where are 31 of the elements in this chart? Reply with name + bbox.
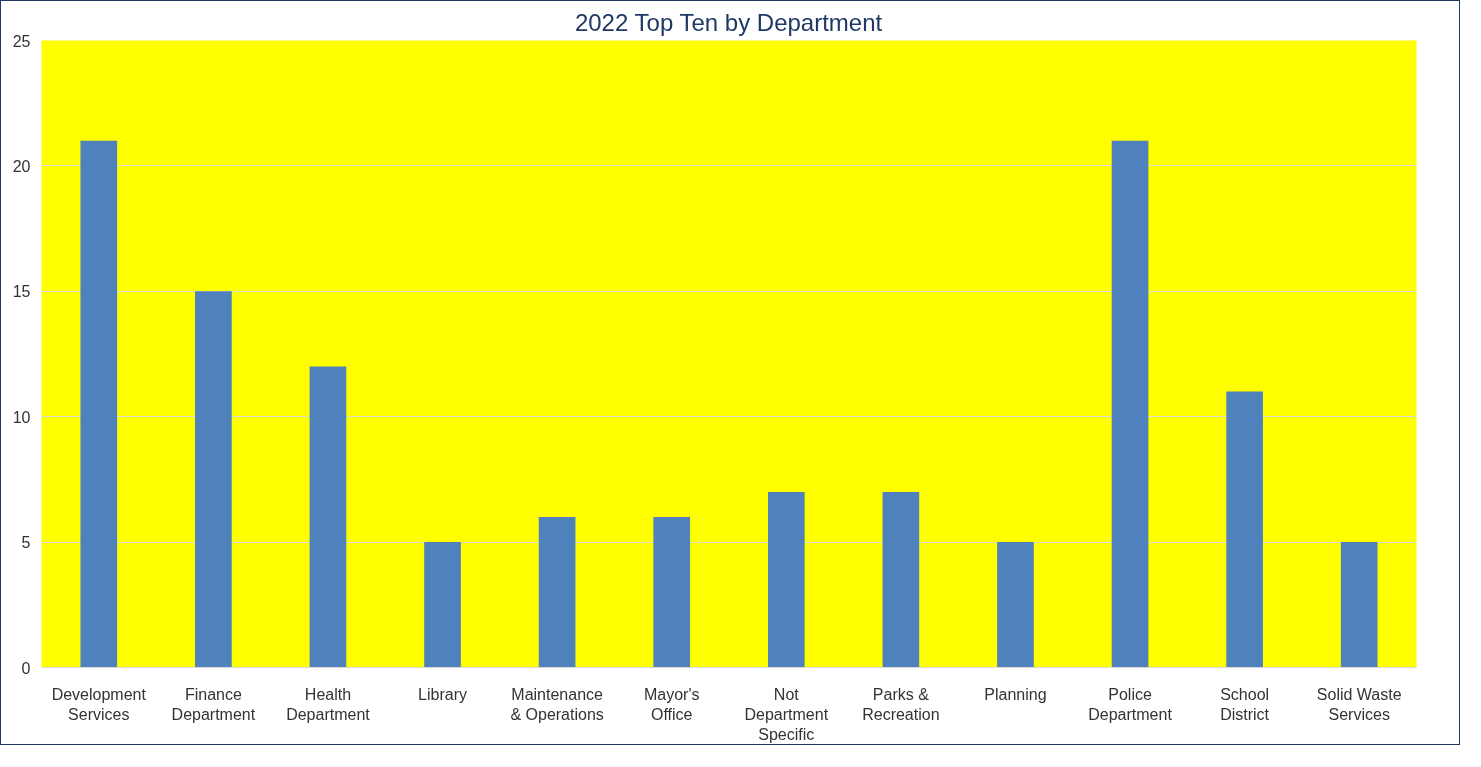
bar	[653, 517, 691, 668]
x-tick-label: Planning	[984, 685, 1047, 703]
bar	[882, 491, 920, 668]
x-tick-label: Finance Department	[171, 685, 256, 723]
y-tick-label: 20	[12, 157, 31, 175]
y-tick-label: 0	[21, 659, 31, 677]
bar	[195, 291, 232, 668]
bar	[1226, 391, 1263, 668]
y-tick-label: 5	[21, 534, 31, 552]
x-tick-label: Parks & Recreation	[862, 685, 940, 723]
x-tick-label: Maintenance & Operations	[510, 685, 604, 723]
y-tick-label: 25	[12, 32, 31, 50]
bar	[424, 542, 461, 668]
x-tick-label: Solid Waste Services	[1316, 685, 1402, 723]
x-tick-label: Health Department	[286, 685, 371, 723]
bar	[997, 542, 1034, 668]
x-tick-label: School District	[1220, 685, 1270, 723]
x-tick-label: Library	[418, 685, 467, 703]
bar	[1340, 542, 1378, 668]
x-tick-label: Not Department Specific	[744, 685, 829, 744]
bar	[767, 491, 805, 668]
bar	[1111, 140, 1149, 668]
x-tick-label: Development Services	[51, 685, 147, 723]
bar	[538, 517, 576, 668]
x-tick-label: Police Department	[1088, 685, 1173, 723]
bar	[80, 140, 118, 668]
y-tick-label: 15	[12, 283, 31, 301]
x-tick-label: Mayor's Office	[643, 685, 700, 723]
y-tick-label: 10	[12, 408, 31, 426]
bar	[309, 366, 347, 668]
chart-title: 2022 Top Ten by Department	[574, 8, 883, 36]
